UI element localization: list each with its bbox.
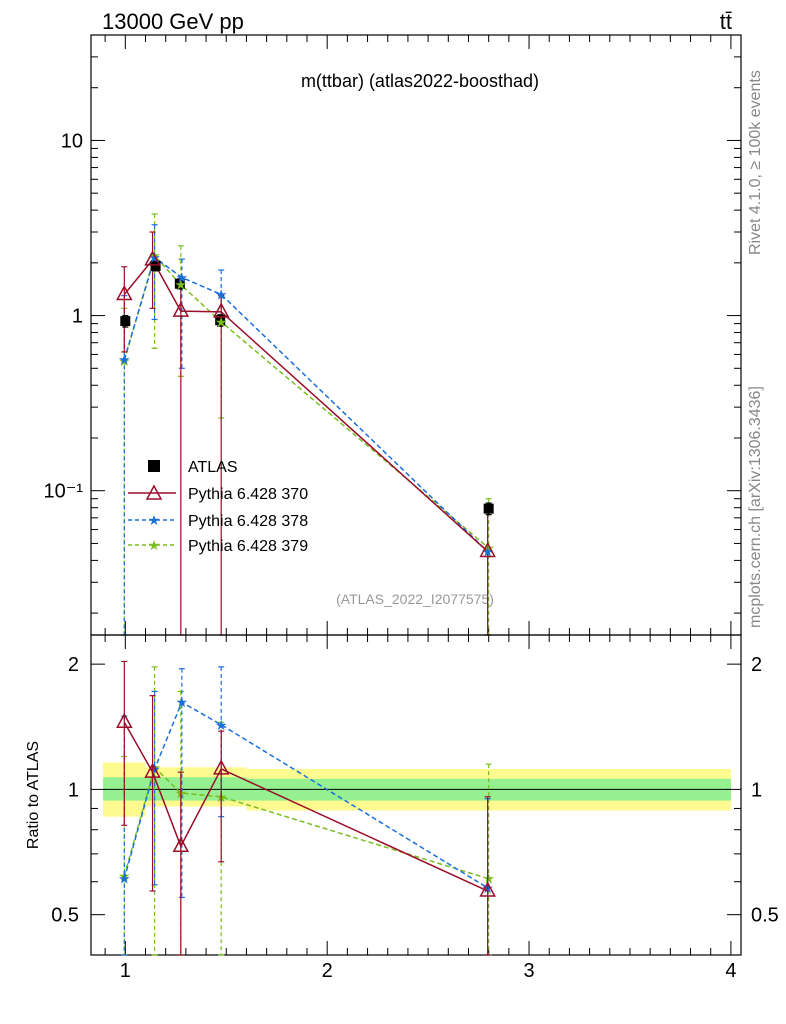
atlas-point	[150, 260, 161, 271]
ratio-y-tick-label-right: 1	[751, 779, 762, 801]
ratio-point: ★	[482, 871, 495, 887]
legend-marker-370	[145, 484, 163, 500]
ratio-series-line	[123, 765, 489, 880]
source-label: mcplots.cern.ch [arXiv:1306.3436]	[747, 386, 764, 628]
legend-label-370: Pythia 6.428 370	[188, 486, 308, 503]
ratio-data-marks: ★★★ ★★★★★★★	[116, 660, 496, 956]
ratio-panel: 0.5 0.51 12 2 ★★★ ★★★★★★★ Ratio to ATLAS	[25, 634, 779, 956]
main-panel: m(ttbar) (atlas2022-boosthad) (ATLAS_202…	[44, 34, 742, 955]
series-point: ★	[215, 314, 228, 330]
ratio-ylabel: Ratio to ATLAS	[25, 741, 42, 849]
ratio-point	[479, 881, 496, 897]
x-tick-label: 4	[725, 960, 736, 982]
ratio-point	[116, 712, 133, 729]
y-tick-label: 10	[61, 130, 83, 152]
series-point: ★	[118, 353, 131, 369]
series-point: ★	[215, 286, 228, 302]
legend-label-atlas: ATLAS	[188, 459, 238, 476]
ratio-y-tick-label-right: 2	[751, 654, 762, 676]
series-point	[172, 301, 190, 317]
series-point	[479, 541, 496, 558]
ratio-point	[212, 759, 230, 775]
legend: ATLAS Pythia 6.428 370 ★ Pythia 6.428 37…	[128, 459, 308, 555]
legend-marker-atlas	[148, 460, 160, 472]
series-line	[123, 256, 489, 552]
atlas-point	[215, 315, 226, 326]
ratio-point: ★	[215, 717, 228, 733]
series-point: ★	[176, 269, 189, 285]
process-label: tt̄	[720, 9, 732, 34]
ratio-uncertainty-bands	[103, 762, 731, 817]
energy-label: 13000 GeV pp	[102, 9, 244, 34]
main-axis-ticks: 10⁻¹ 1 10	[44, 34, 741, 955]
series-line	[123, 254, 490, 549]
atlas-point	[174, 278, 185, 289]
legend-marker-378: ★	[148, 512, 161, 528]
atlas-point	[120, 316, 131, 327]
series-point	[116, 284, 133, 301]
legend-label-379: Pythia 6.428 379	[188, 538, 308, 555]
atlas-point	[483, 503, 494, 514]
ratio-band-inner	[103, 777, 247, 801]
chart-title: m(ttbar) (atlas2022-boosthad)	[301, 71, 539, 91]
ratio-axis-ticks: 0.5 0.5 1 1 2 2	[51, 654, 779, 956]
series-point: ★	[481, 543, 494, 559]
legend-label-378: Pythia 6.428 378	[188, 513, 308, 530]
ratio-point: ★	[118, 871, 131, 887]
rivet-version-label: Rivet 4.1.0, ≥ 100k events	[747, 70, 764, 255]
y-tick-label: 1	[72, 306, 83, 328]
x-tick-label: 1	[120, 960, 131, 982]
ratio-point	[144, 762, 161, 778]
main-data-marks: ★★★★★★★★★★	[116, 213, 496, 636]
ratio-point	[172, 836, 190, 853]
ratio-frame	[90, 634, 742, 956]
x-tick-label: 2	[322, 960, 333, 982]
series-point	[212, 302, 230, 318]
ratio-point: ★	[118, 868, 131, 884]
ratio-series-line	[123, 701, 489, 889]
series-line	[123, 258, 489, 552]
analysis-tag: (ATLAS_2022_I2077575)	[336, 591, 494, 607]
x-axis-labels: 1 2 3 4	[120, 960, 737, 982]
legend-marker-379: ★	[148, 537, 161, 553]
ratio-y-tick-label: 1	[68, 779, 79, 801]
ratio-y-tick-label-right: 0.5	[751, 905, 779, 927]
series-point: ★	[118, 352, 131, 368]
x-tick-label: 3	[523, 960, 534, 982]
y-tick-label: 10⁻¹	[44, 481, 84, 503]
ratio-y-tick-label: 2	[68, 654, 79, 676]
ratio-point: ★	[176, 694, 189, 710]
series-point	[144, 250, 161, 266]
ratio-y-tick-label: 0.5	[51, 905, 79, 927]
series-point: ★	[175, 277, 188, 293]
